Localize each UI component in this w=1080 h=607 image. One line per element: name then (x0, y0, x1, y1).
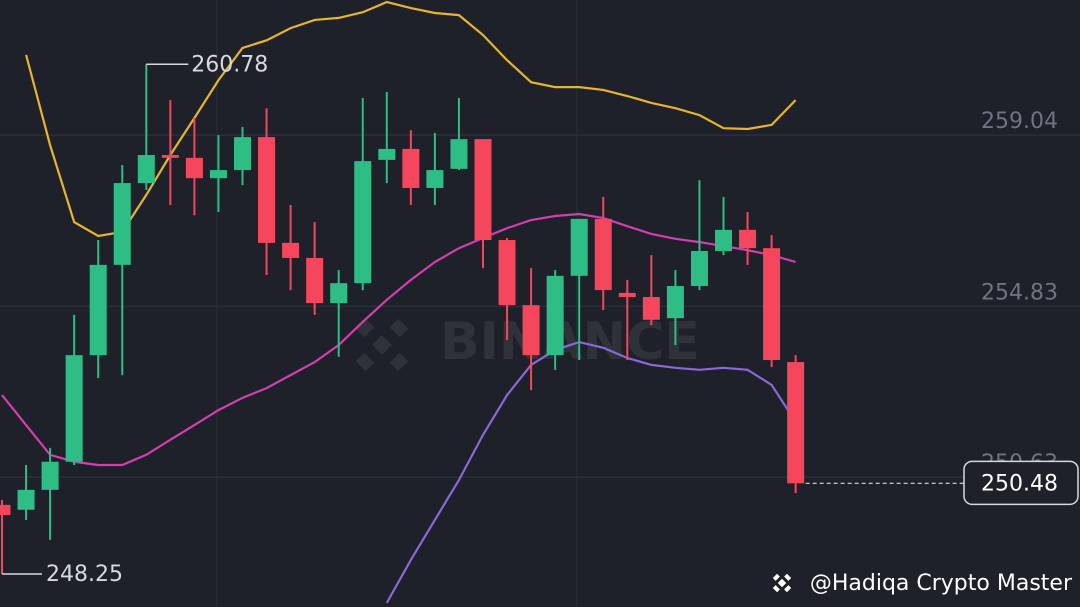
y-tick-label: 259.04 (981, 109, 1058, 134)
candle-body (41, 461, 59, 490)
candle-body (354, 161, 372, 284)
candle-body (474, 139, 492, 241)
candle-body (306, 257, 324, 304)
candle-body (739, 229, 757, 249)
watermark: BINANCE (355, 312, 700, 372)
candles (0, 64, 805, 575)
candle-body (787, 362, 805, 484)
candle-body (0, 504, 11, 516)
labels: 260.78 248.25 250.48 (2, 52, 1079, 587)
candle-body (715, 229, 732, 252)
candle-body (113, 183, 131, 265)
candle-body (258, 137, 276, 243)
candle-body (763, 248, 781, 361)
indicator-line (385, 340, 797, 604)
candle-body (137, 155, 155, 184)
credit-text: @Hadiqa Crypto Master (810, 571, 1073, 596)
candle-body (666, 286, 684, 319)
candle-body (17, 489, 35, 510)
last-price-label: 250.48 (981, 471, 1058, 496)
candle-body (642, 296, 660, 320)
candle-body (546, 275, 564, 356)
credit: @Hadiqa Crypto Master (772, 571, 1073, 596)
y-tick-label: 254.83 (981, 280, 1058, 305)
last-price-box (963, 460, 1079, 506)
candle-body (330, 283, 348, 304)
candle-body (594, 218, 612, 291)
candle-body (65, 355, 83, 462)
candle-body (426, 170, 444, 188)
candle-body (402, 148, 420, 188)
high-label: 260.78 (191, 52, 268, 77)
candle-body (209, 170, 227, 179)
candle-body (89, 264, 107, 356)
candle-body (161, 155, 179, 158)
candle-body (618, 292, 636, 297)
candle-body (234, 137, 251, 171)
candle-body (185, 157, 203, 179)
candle-body (570, 218, 588, 276)
candle-body (282, 242, 300, 258)
candle-body (498, 240, 516, 306)
indicator-line (1, 212, 796, 467)
candle-body (690, 251, 708, 287)
candle-body (522, 305, 540, 356)
candle-body (450, 139, 468, 169)
candle-body (378, 148, 396, 160)
low-label: 248.25 (46, 562, 123, 587)
watermark-text: BINANCE (440, 312, 700, 372)
